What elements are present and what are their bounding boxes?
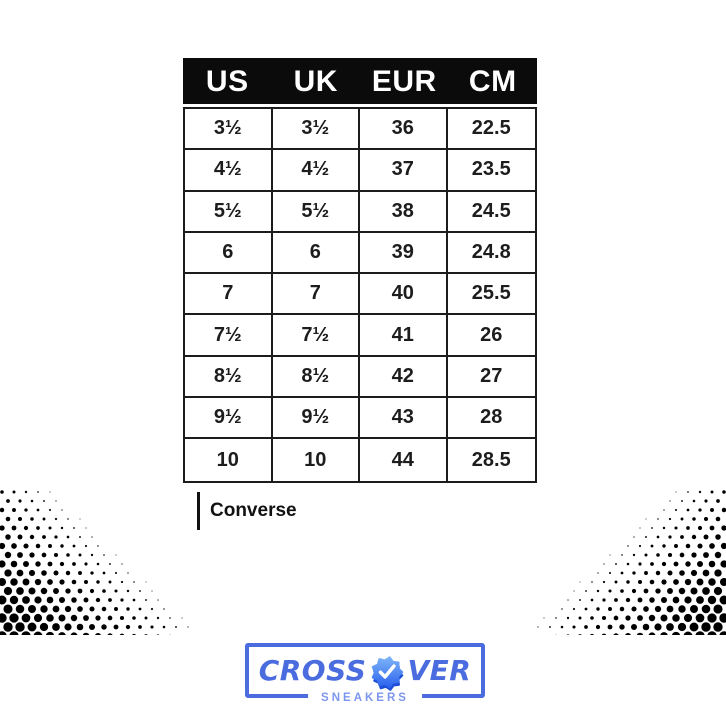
table-cell-cm-row3: 24.5 — [447, 192, 535, 233]
table-cell-cm-row1: 22.5 — [447, 109, 535, 151]
table-cell-uk-row5: 7 — [272, 274, 360, 316]
halftone-pattern-right — [537, 490, 726, 635]
verified-check-badge-icon — [372, 655, 404, 691]
table-cell-uk-row3: 5½ — [272, 191, 360, 233]
column-header-cm: CM — [468, 65, 517, 98]
table-cell-uk-row1: 3½ — [272, 109, 360, 151]
table-cell-eur-row6: 41 — [360, 315, 448, 357]
table-cell-us-row4: 6 — [185, 232, 273, 275]
logo-text-right: VER — [407, 654, 472, 687]
table-cell-cm-row8: 28 — [447, 398, 535, 440]
size-conversion-table: US UK EUR CM 3½ 3½ 36 22.5 4½ 4½ 37 23.5 5½ 5½ 38 24.5… — [183, 58, 537, 483]
table-cell-eur-row8: 43 — [360, 398, 448, 440]
table-cell-cm-row4: 24.8 — [447, 233, 535, 275]
table-cell-uk-row4: 6 — [272, 232, 360, 275]
check-mark — [379, 663, 397, 679]
table-cell-uk-row8: 9½ — [272, 398, 360, 440]
table-cell-us-row6: 7½ — [185, 315, 273, 357]
column-header-us: US — [205, 65, 249, 98]
table-cell-cm-row9: 28.5 — [471, 448, 511, 471]
logo-wordmark: CROSS VER — [249, 647, 481, 694]
table-cell-us-row8: 9½ — [185, 398, 273, 440]
table-cell-eur-row2: 37 — [360, 150, 448, 192]
logo-subtitle: SNEAKERS — [308, 692, 422, 704]
column-header-uk: UK — [293, 65, 338, 98]
table-cell-us-row5: 7 — [185, 274, 273, 316]
caption-accent-bar — [197, 492, 200, 530]
table-cell-uk-row9: 10 — [273, 439, 360, 481]
table-cell-eur-row5: 40 — [360, 274, 448, 316]
table-cell-eur-row7: 42 — [360, 356, 448, 399]
table-body: 3½ 3½ 36 22.5 4½ 4½ 37 23.5 5½ 5½ 38 24.5 6 6 39 24.8 7 7… — [183, 107, 537, 483]
table-cell-cm-row6: 26 — [447, 315, 535, 357]
table-cell-eur-row9: 44 — [360, 439, 448, 481]
table-cell-us-row3: 5½ — [185, 191, 273, 233]
brand-name: Converse — [210, 500, 297, 521]
table-header-row: US UK EUR CM — [183, 58, 537, 104]
table-cell-cm-row2: 23.5 — [447, 150, 535, 192]
table-cell-us-row7: 8½ — [185, 356, 273, 399]
table-cell-eur-row1: 36 — [360, 109, 448, 151]
logo-text-left: CROSS — [258, 654, 367, 687]
brand-caption: Converse — [197, 492, 297, 530]
table-cell-eur-row4: 39 — [360, 232, 448, 275]
table-cell-cm-row7: 27 — [447, 357, 535, 399]
table-cell-us-row1: 3½ — [185, 109, 273, 151]
table-cell-us-row9: 10 — [185, 439, 273, 481]
crossover-logo: CROSS VER SNEAKERS — [245, 643, 485, 704]
table-cell-cm-row5: 25.5 — [447, 274, 535, 316]
table-cell-uk-row7: 8½ — [272, 356, 360, 399]
table-cell-eur-row3: 38 — [360, 191, 448, 233]
table-cell-us-row2: 4½ — [185, 150, 273, 192]
table-cell-uk-row2: 4½ — [272, 150, 360, 192]
column-header-eur: EUR — [371, 65, 437, 98]
halftone-pattern-left — [0, 490, 189, 635]
table-cell-uk-row6: 7½ — [272, 315, 360, 357]
